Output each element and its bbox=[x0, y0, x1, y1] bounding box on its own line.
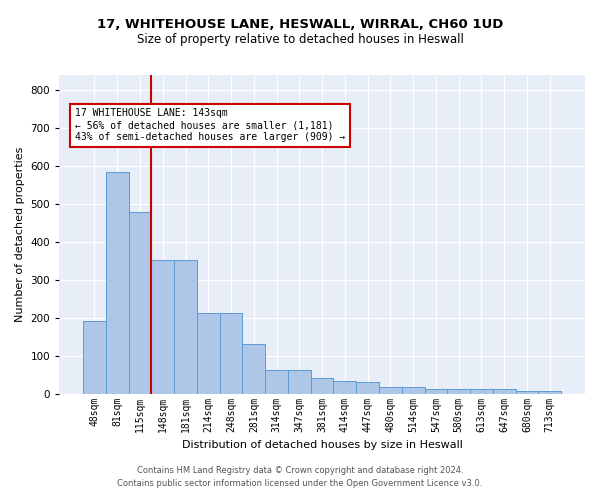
Bar bbox=[220, 313, 242, 394]
Bar bbox=[311, 378, 334, 394]
Bar bbox=[402, 387, 425, 394]
Bar bbox=[425, 390, 447, 394]
Bar bbox=[242, 344, 265, 394]
Y-axis label: Number of detached properties: Number of detached properties bbox=[15, 146, 25, 322]
Bar bbox=[128, 212, 151, 394]
Text: Contains HM Land Registry data © Crown copyright and database right 2024.
Contai: Contains HM Land Registry data © Crown c… bbox=[118, 466, 482, 487]
Bar bbox=[356, 382, 379, 394]
Bar bbox=[174, 260, 197, 394]
Bar bbox=[83, 321, 106, 394]
Bar bbox=[265, 370, 288, 394]
Bar bbox=[515, 390, 538, 394]
Text: 17, WHITEHOUSE LANE, HESWALL, WIRRAL, CH60 1UD: 17, WHITEHOUSE LANE, HESWALL, WIRRAL, CH… bbox=[97, 18, 503, 30]
Bar bbox=[151, 260, 174, 394]
Text: 17 WHITEHOUSE LANE: 143sqm
← 56% of detached houses are smaller (1,181)
43% of s: 17 WHITEHOUSE LANE: 143sqm ← 56% of deta… bbox=[75, 108, 345, 142]
Bar bbox=[493, 390, 515, 394]
Bar bbox=[334, 381, 356, 394]
Text: Size of property relative to detached houses in Heswall: Size of property relative to detached ho… bbox=[137, 32, 463, 46]
Bar bbox=[447, 390, 470, 394]
Bar bbox=[106, 172, 128, 394]
Bar bbox=[197, 313, 220, 394]
Bar bbox=[379, 387, 402, 394]
Bar bbox=[288, 370, 311, 394]
X-axis label: Distribution of detached houses by size in Heswall: Distribution of detached houses by size … bbox=[182, 440, 463, 450]
Bar bbox=[470, 390, 493, 394]
Bar bbox=[538, 390, 561, 394]
